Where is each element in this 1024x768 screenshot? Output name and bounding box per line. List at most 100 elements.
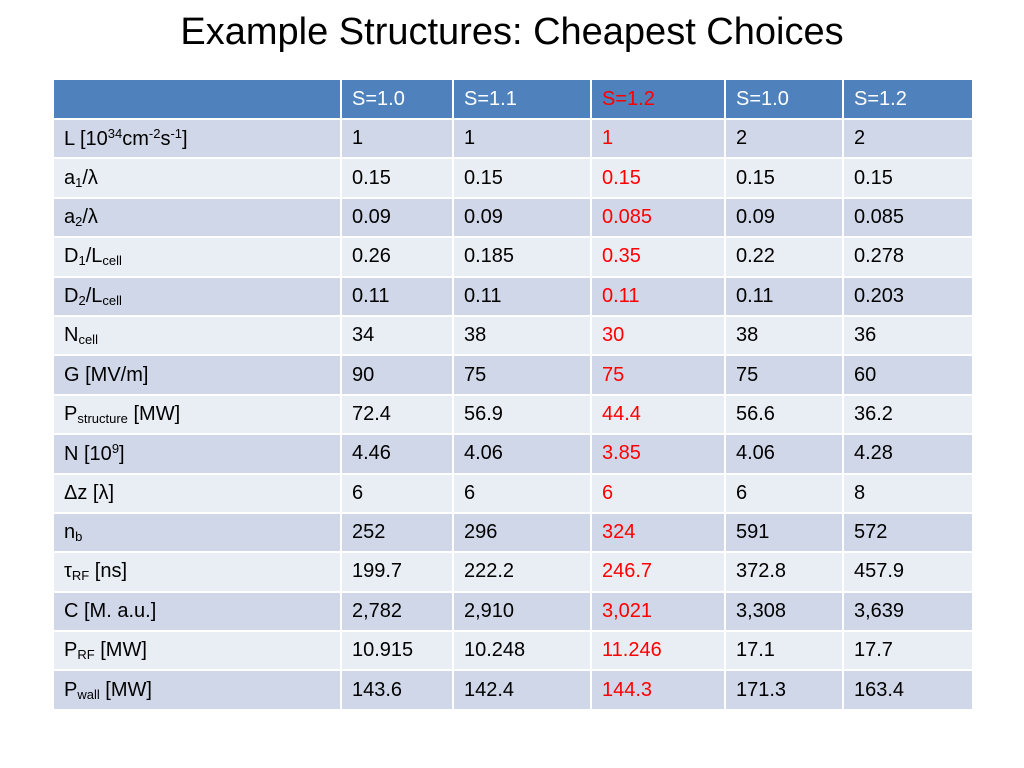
table-row: D2/Lcell 0.11 0.11 0.11 0.11 0.203: [52, 275, 974, 317]
table-cell: 163.4: [842, 669, 974, 711]
table-cell-highlighted: 246.7: [590, 551, 726, 593]
table-cell: 0.11: [340, 275, 454, 317]
slide-title: Example Structures: Cheapest Choices: [180, 11, 844, 53]
table-cell: 8: [842, 472, 974, 514]
header-cell: S=1.1: [452, 78, 592, 120]
row-label: L [1034cm-2s-1]: [52, 117, 342, 160]
table-cell: 0.11: [724, 275, 844, 317]
table-cell: 10.248: [452, 630, 592, 672]
table-cell: 2,782: [340, 590, 454, 633]
table-cell-highlighted: 1: [590, 117, 726, 160]
table-cell: 6: [724, 472, 844, 514]
table-cell: 36: [842, 314, 974, 357]
table-cell: 56.6: [724, 393, 844, 436]
header-cell-empty: [52, 78, 342, 120]
table-cell: 1: [452, 117, 592, 160]
row-label: a1/λ: [52, 157, 342, 199]
table-cell-highlighted: 75: [590, 354, 726, 396]
row-label: PRF [MW]: [52, 630, 342, 672]
table-row: Pstructure [MW] 72.4 56.9 44.4 56.6 36.2: [52, 393, 974, 436]
row-label: N [109]: [52, 433, 342, 475]
table-cell: 0.203: [842, 275, 974, 317]
table-row: G [MV/m] 90 75 75 75 60: [52, 354, 974, 396]
row-label: Pstructure [MW]: [52, 393, 342, 436]
table-cell: 4.06: [724, 433, 844, 475]
table-cell: 0.085: [842, 196, 974, 239]
header-cell: S=1.2: [842, 78, 974, 120]
table-cell: 171.3: [724, 669, 844, 711]
table-row: N [109] 4.46 4.06 3.85 4.06 4.28: [52, 433, 974, 475]
row-label: C [M. a.u.]: [52, 590, 342, 633]
table-cell: 17.7: [842, 630, 974, 672]
table-cell: 10.915: [340, 630, 454, 672]
table-cell: 56.9: [452, 393, 592, 436]
header-cell: S=1.0: [340, 78, 454, 120]
table-cell: 143.6: [340, 669, 454, 711]
header-cell: S=1.0: [724, 78, 844, 120]
table-cell: 4.06: [452, 433, 592, 475]
table-header-row: S=1.0 S=1.1 S=1.2 S=1.0 S=1.2: [52, 78, 974, 120]
table-cell: 572: [842, 511, 974, 554]
table-cell: 0.15: [842, 157, 974, 199]
table-cell-highlighted: 0.085: [590, 196, 726, 239]
table-cell-highlighted: 324: [590, 511, 726, 554]
row-label: a2/λ: [52, 196, 342, 239]
table-cell-highlighted: 3,021: [590, 590, 726, 633]
table-cell: 90: [340, 354, 454, 396]
table-cell: 6: [340, 472, 454, 514]
table-cell: 1: [340, 117, 454, 160]
row-label: Δz [λ]: [52, 472, 342, 514]
table-cell: 199.7: [340, 551, 454, 593]
table-row: D1/Lcell 0.26 0.185 0.35 0.22 0.278: [52, 236, 974, 278]
table-cell: 0.09: [724, 196, 844, 239]
row-label: D2/Lcell: [52, 275, 342, 317]
table-cell: 2: [724, 117, 844, 160]
row-label: G [MV/m]: [52, 354, 342, 396]
table-cell-highlighted: 11.246: [590, 630, 726, 672]
table-cell-highlighted: 6: [590, 472, 726, 514]
table-cell: 372.8: [724, 551, 844, 593]
table-cell: 0.09: [452, 196, 592, 239]
table-cell-highlighted: 30: [590, 314, 726, 357]
table-cell: 72.4: [340, 393, 454, 436]
table-cell: 591: [724, 511, 844, 554]
table-row: L [1034cm-2s-1] 1 1 1 2 2: [52, 117, 974, 160]
table-cell: 296: [452, 511, 592, 554]
table-row: τRF [ns] 199.7 222.2 246.7 372.8 457.9: [52, 551, 974, 593]
table-cell: 0.26: [340, 236, 454, 278]
table-cell: 0.22: [724, 236, 844, 278]
row-label: Ncell: [52, 314, 342, 357]
table-cell: 0.185: [452, 236, 592, 278]
table-cell-highlighted: 3.85: [590, 433, 726, 475]
table-cell: 4.28: [842, 433, 974, 475]
table-row: PRF [MW] 10.915 10.248 11.246 17.1 17.7: [52, 630, 974, 672]
row-label: Pwall [MW]: [52, 669, 342, 711]
row-label: τRF [ns]: [52, 551, 342, 593]
table-cell: 222.2: [452, 551, 592, 593]
table-row: nb 252 296 324 591 572: [52, 511, 974, 554]
table-cell: 34: [340, 314, 454, 357]
table-row: a2/λ 0.09 0.09 0.085 0.09 0.085: [52, 196, 974, 239]
table-cell: 2: [842, 117, 974, 160]
table-cell: 75: [724, 354, 844, 396]
table-cell: 38: [724, 314, 844, 357]
table-cell: 0.15: [724, 157, 844, 199]
table-cell: 2,910: [452, 590, 592, 633]
table-cell: 6: [452, 472, 592, 514]
table-cell: 36.2: [842, 393, 974, 436]
row-label: nb: [52, 511, 342, 554]
table-cell: 60: [842, 354, 974, 396]
table-cell: 75: [452, 354, 592, 396]
table-cell: 457.9: [842, 551, 974, 593]
table-row: Ncell 34 38 30 38 36: [52, 314, 974, 357]
table-cell: 17.1: [724, 630, 844, 672]
table-cell: 0.15: [340, 157, 454, 199]
table-cell: 0.278: [842, 236, 974, 278]
table-cell-highlighted: 44.4: [590, 393, 726, 436]
table-cell: 38: [452, 314, 592, 357]
table-row: a1/λ 0.15 0.15 0.15 0.15 0.15: [52, 157, 974, 199]
table-cell: 252: [340, 511, 454, 554]
table-cell: 3,308: [724, 590, 844, 633]
row-label: D1/Lcell: [52, 236, 342, 278]
table-cell: 0.11: [452, 275, 592, 317]
